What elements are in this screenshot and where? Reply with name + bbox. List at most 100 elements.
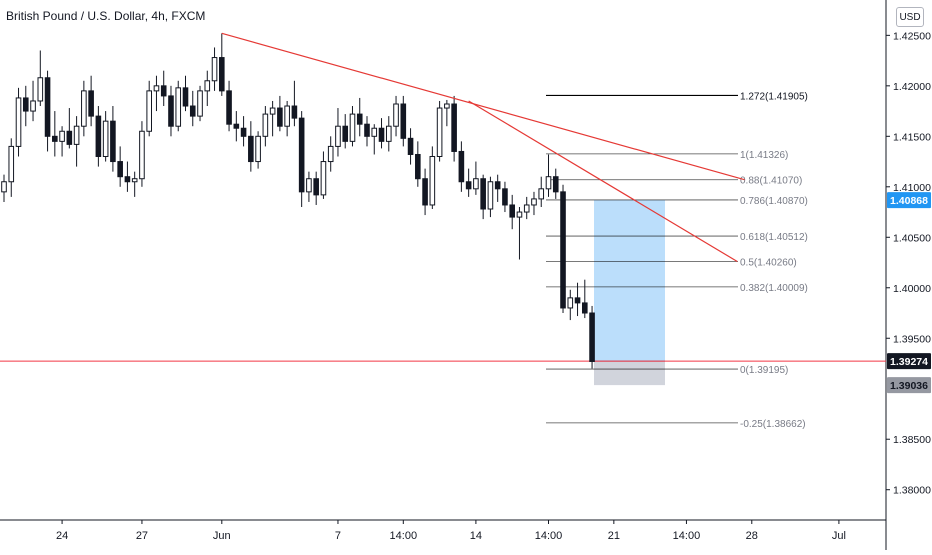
trendline[interactable]: [221, 32, 745, 181]
candle[interactable]: [298, 117, 305, 193]
candle[interactable]: [88, 90, 94, 117]
candle[interactable]: [306, 178, 312, 193]
candle[interactable]: [22, 97, 29, 112]
candle[interactable]: [37, 77, 44, 102]
candle[interactable]: [458, 150, 465, 183]
candle[interactable]: [168, 95, 174, 127]
candle[interactable]: [509, 204, 515, 218]
candle[interactable]: [52, 135, 58, 142]
candle[interactable]: [211, 57, 218, 82]
position-profit-zone[interactable]: [594, 200, 665, 362]
candle[interactable]: [538, 188, 545, 200]
candle[interactable]: [182, 87, 189, 107]
candle[interactable]: [197, 90, 203, 117]
candle[interactable]: [582, 302, 588, 314]
candle[interactable]: [552, 176, 559, 193]
candle[interactable]: [160, 85, 167, 97]
candle[interactable]: [378, 127, 385, 142]
candle[interactable]: [327, 145, 334, 163]
candle[interactable]: [545, 176, 552, 190]
candle[interactable]: [15, 97, 22, 147]
candle[interactable]: [567, 297, 574, 309]
candle[interactable]: [320, 161, 327, 196]
candle[interactable]: [589, 312, 595, 362]
candle[interactable]: [444, 103, 450, 109]
time-tick-label: 28: [746, 530, 758, 542]
candle[interactable]: [516, 211, 523, 218]
candle[interactable]: [204, 80, 211, 92]
fib-level-label: 0.382(1.40009): [740, 283, 808, 294]
candle[interactable]: [371, 127, 378, 137]
candle[interactable]: [342, 125, 349, 142]
candle[interactable]: [248, 135, 254, 163]
candle[interactable]: [8, 145, 15, 183]
candle[interactable]: [73, 125, 80, 145]
candle[interactable]: [139, 130, 145, 180]
candle[interactable]: [95, 115, 102, 158]
candle[interactable]: [313, 178, 319, 196]
candle[interactable]: [407, 137, 414, 155]
price-axis-badge: [887, 353, 931, 370]
candle[interactable]: [262, 113, 269, 137]
fib-level-label: 0.5(1.40260): [740, 258, 797, 269]
candle[interactable]: [429, 156, 436, 206]
candle[interactable]: [66, 130, 73, 145]
candle[interactable]: [146, 90, 152, 132]
candle[interactable]: [291, 105, 298, 119]
candle[interactable]: [465, 181, 472, 190]
candle[interactable]: [117, 161, 123, 178]
time-tick-label: 14: [470, 530, 482, 542]
candle[interactable]: [255, 135, 261, 163]
candle[interactable]: [523, 204, 530, 213]
candle[interactable]: [480, 178, 486, 210]
currency-button[interactable]: USD: [896, 7, 924, 27]
candle[interactable]: [393, 103, 399, 127]
candle[interactable]: [356, 113, 363, 125]
candle[interactable]: [269, 107, 276, 115]
candle[interactable]: [226, 90, 232, 125]
candle[interactable]: [102, 120, 109, 158]
candle[interactable]: [59, 130, 65, 142]
candle[interactable]: [284, 105, 290, 127]
candle[interactable]: [335, 125, 341, 147]
candle[interactable]: [560, 191, 566, 309]
candle[interactable]: [240, 127, 247, 137]
candle[interactable]: [574, 297, 581, 304]
candle[interactable]: [233, 123, 240, 129]
candle[interactable]: [400, 103, 407, 139]
position-loss-zone[interactable]: [594, 361, 665, 386]
candle[interactable]: [385, 125, 392, 142]
trendline[interactable]: [468, 100, 738, 263]
candle[interactable]: [502, 188, 508, 206]
candle[interactable]: [110, 120, 116, 163]
price-tick-label: 1.42500: [893, 30, 931, 42]
candle[interactable]: [30, 100, 36, 112]
candle[interactable]: [219, 57, 225, 92]
candle[interactable]: [124, 176, 131, 183]
time-tick-label: Jun: [213, 530, 231, 542]
candle[interactable]: [189, 105, 196, 117]
time-tick-label: Jul: [832, 530, 846, 542]
candle[interactable]: [487, 181, 494, 210]
candle[interactable]: [1, 181, 7, 193]
candle[interactable]: [415, 153, 421, 180]
candle[interactable]: [473, 178, 479, 190]
candle[interactable]: [131, 178, 138, 183]
candle[interactable]: [277, 107, 283, 127]
candle[interactable]: [153, 85, 160, 92]
candle[interactable]: [44, 77, 51, 137]
time-tick-label: 14:00: [535, 530, 563, 542]
candle[interactable]: [81, 90, 87, 127]
candle[interactable]: [531, 198, 537, 206]
price-tick-label: 1.40000: [893, 283, 931, 295]
candle[interactable]: [349, 113, 356, 142]
candle[interactable]: [436, 107, 443, 158]
candle[interactable]: [494, 181, 501, 190]
candle[interactable]: [451, 103, 457, 152]
chart-title: British Pound / U.S. Dollar, 4h, FXCM: [6, 9, 206, 23]
candle[interactable]: [175, 87, 182, 127]
candle[interactable]: [364, 123, 370, 137]
candle[interactable]: [422, 178, 428, 206]
